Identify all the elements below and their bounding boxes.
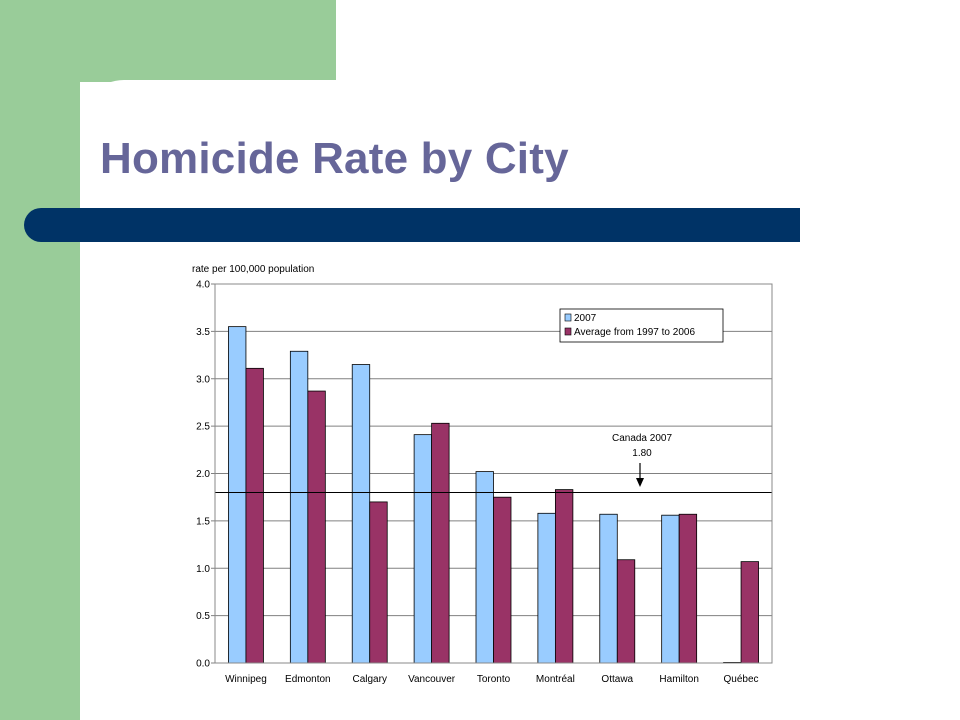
legend-box — [559, 308, 724, 343]
bar-avg-6 — [616, 559, 636, 664]
y-tick-label: 0.5 — [196, 611, 210, 622]
y-tick-label: 2.5 — [196, 422, 210, 433]
bar-y2007-5 — [537, 512, 556, 664]
bar-avg-4 — [493, 496, 512, 664]
bar-y2007-0 — [228, 326, 247, 664]
left-green-bar — [0, 0, 80, 720]
y-axis-label: rate per 100,000 population — [192, 264, 314, 275]
bar-avg-0 — [245, 367, 264, 664]
chart-legend: 2007 Average from 1997 to 2006 — [559, 308, 724, 343]
bar-avg-8 — [740, 561, 759, 664]
y-tick-label: 4.0 — [196, 280, 210, 291]
reference-line-value: 1.80 — [632, 448, 652, 459]
title-underline-band — [24, 208, 800, 242]
slide-panel — [80, 80, 960, 720]
reference-line-label: Canada 2007 — [612, 433, 672, 444]
bar-avg-5 — [554, 489, 574, 664]
bar-y2007-4 — [475, 471, 494, 664]
x-tick-label: Calgary — [352, 674, 386, 685]
y-tick-label: 1.5 — [196, 516, 210, 527]
bar-avg-7 — [678, 513, 698, 664]
legend-label-1: Average from 1997 to 2006 — [574, 327, 695, 338]
bars-group — [228, 326, 759, 664]
x-tick-label: Edmonton — [285, 674, 331, 685]
y-tick-label: 1.0 — [196, 564, 210, 575]
x-tick-label: Ottawa — [601, 674, 633, 685]
legend-label-0: 2007 — [574, 313, 597, 324]
y-tick-label: 3.0 — [196, 374, 210, 385]
legend-swatch-1 — [564, 327, 572, 336]
bar-y2007-7 — [661, 514, 680, 664]
bar-y2007-6 — [599, 513, 618, 664]
slide-title: Homicide Rate by City — [100, 134, 569, 183]
y-tick-labels: 4.0 3.5 3.0 2.5 2.0 1.5 1.0 0.5 0.0 — [196, 280, 210, 670]
bar-avg-2 — [369, 501, 388, 664]
bar-y2007-1 — [289, 350, 309, 664]
plot-frame — [214, 283, 773, 664]
x-tick-label: Montréal — [536, 674, 575, 685]
x-tick-labels: Winnipeg Edmonton Calgary Vancouver Toronto M… — [225, 674, 758, 685]
annotation-arrow-head — [636, 478, 644, 487]
legend-swatch-0 — [564, 313, 572, 322]
x-tick-label: Winnipeg — [225, 674, 267, 685]
x-tick-label: Toronto — [477, 674, 511, 685]
x-tick-label: Vancouver — [408, 674, 456, 685]
y-tick-label: 3.5 — [196, 327, 210, 338]
bar-y2007-2 — [351, 364, 371, 664]
bar-y2007-3 — [413, 434, 433, 664]
top-green-block — [80, 0, 336, 82]
x-tick-label: Hamilton — [659, 674, 698, 685]
y-tick-label: 0.0 — [196, 659, 210, 670]
x-tick-label: Québec — [724, 674, 759, 685]
y-tick-label: 2.0 — [196, 469, 210, 480]
bar-avg-1 — [307, 390, 326, 664]
reference-line-group: Canada 2007 1.80 — [215, 433, 772, 493]
bar-avg-3 — [431, 422, 450, 664]
